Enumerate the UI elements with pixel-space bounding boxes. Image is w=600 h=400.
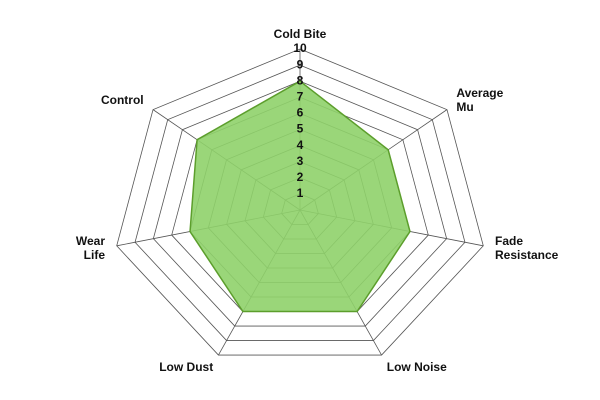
tick-label: 5 [297,122,304,136]
grid-ring [116,48,484,356]
tick-label: 9 [297,57,304,71]
tick-label: 2 [297,170,304,184]
tick-label: 3 [297,154,304,168]
axis-label: Average Mu [456,86,503,114]
axis-label: Fade Resistance [495,234,559,262]
axis-label: Control [101,93,144,107]
axis-label: Low Noise [387,360,447,374]
tick-label: 8 [297,73,304,87]
tick-label: 1 [297,186,304,200]
tick-label: 4 [297,138,304,152]
axis-label: Cold Bite [274,27,327,41]
tick-label: 6 [297,106,304,120]
tick-label: 10 [293,41,307,55]
grid-ring [134,64,466,341]
axis-label: Wear Life [76,234,105,262]
axis-label: Low Dust [159,360,213,374]
data-area [189,80,411,313]
grid-ring [152,80,448,327]
tick-label: 7 [297,89,304,103]
